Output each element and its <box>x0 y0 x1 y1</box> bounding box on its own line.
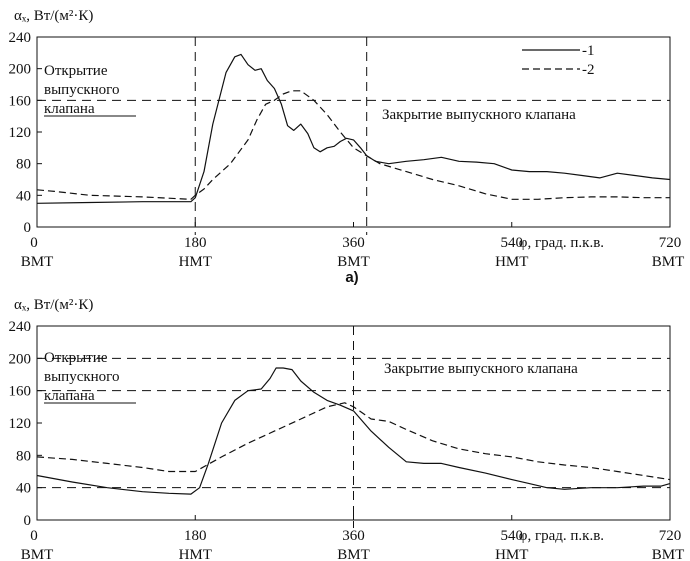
legend-label-1: -1 <box>582 43 595 59</box>
annotation-valve-opening: Открытие выпускного клапана <box>44 350 119 404</box>
plot-frame <box>36 36 671 228</box>
x-axis-label: φ, град. п.к.в. <box>519 235 604 251</box>
y-tick-label: 240 <box>9 319 32 335</box>
x-tick-label: 180 <box>184 235 207 251</box>
annotation-line: клапана <box>44 388 95 404</box>
series-line-1 <box>36 53 671 204</box>
chart-panel-2: 0 40 80 120 160 200 240 0 ВМТ 180 НМТ 360 ВМТ 540 НМТ 7… <box>9 297 685 561</box>
annotation-valve-opening: Открытие выпускного клапана <box>44 63 119 117</box>
x-tick-sublabel: НМТ <box>179 254 212 270</box>
x-tick-label: 540 <box>501 235 524 251</box>
x-tick-sublabel: ВМТ <box>337 547 370 561</box>
panel-sublabel: а) <box>345 269 358 286</box>
annotation-valve-closing: Закрытие выпускного клапана <box>384 361 578 377</box>
y-tick-label: 0 <box>24 220 32 236</box>
x-tick-label: 0 <box>30 528 38 544</box>
y-tick-label: 80 <box>16 448 31 464</box>
annotation-valve-closing: Закрытие выпускного клапана <box>382 107 576 123</box>
annotation-line: Закрытие выпускного клапана <box>384 361 578 377</box>
y-tick-label: 160 <box>9 384 32 400</box>
x-tick-label: 360 <box>342 235 365 251</box>
annotation-line: Закрытие выпускного клапана <box>382 107 576 123</box>
x-tick-sublabel: ВМТ <box>652 547 685 561</box>
series-line-1 <box>36 367 671 495</box>
x-tick-sublabel: ВМТ <box>21 254 54 270</box>
chart-panel-1: 0 40 80 120 160 200 240 0 ВМТ 180 НМТ 360 ВМТ 540 НМТ 7… <box>9 8 685 286</box>
y-tick-label: 200 <box>9 62 32 78</box>
annotation-line: выпускного <box>44 82 119 98</box>
y-axis-label: αₓ, Вт/(м²·К) <box>14 8 93 24</box>
x-tick-sublabel: ВМТ <box>652 254 685 270</box>
x-tick-label: 360 <box>342 528 365 544</box>
series-line-2 <box>36 90 670 200</box>
annotation-line: Открытие <box>44 350 108 366</box>
x-tick-label: 180 <box>184 528 207 544</box>
y-tick-label: 0 <box>24 513 32 529</box>
x-tick-sublabel: НМТ <box>179 547 212 561</box>
y-tick-label: 80 <box>16 157 31 173</box>
x-tick-sublabel: НМТ <box>495 254 528 270</box>
x-tick-label: 0 <box>30 235 38 251</box>
x-tick-label: 720 <box>659 528 682 544</box>
y-tick-label: 40 <box>16 188 31 204</box>
x-tick-sublabel: НМТ <box>495 547 528 561</box>
x-tick-sublabel: ВМТ <box>337 254 370 270</box>
annotation-line: Открытие <box>44 63 108 79</box>
y-tick-label: 120 <box>9 416 32 432</box>
y-axis-label: αₓ, Вт/(м²·К) <box>14 297 93 313</box>
y-tick-label: 120 <box>9 125 32 141</box>
x-tick-sublabel: ВМТ <box>21 547 54 561</box>
y-tick-label: 160 <box>9 93 32 109</box>
annotation-line: выпускного <box>44 369 119 385</box>
x-axis-label: φ, град. п.к.в. <box>519 528 604 544</box>
x-tick-label: 720 <box>659 235 682 251</box>
y-tick-label: 240 <box>9 30 32 46</box>
series-line-2 <box>36 402 671 481</box>
x-tick-label: 540 <box>501 528 524 544</box>
legend-label-2: -2 <box>582 62 595 78</box>
annotation-line: клапана <box>44 101 95 117</box>
y-tick-label: 40 <box>16 481 31 497</box>
y-tick-label: 200 <box>9 351 32 367</box>
